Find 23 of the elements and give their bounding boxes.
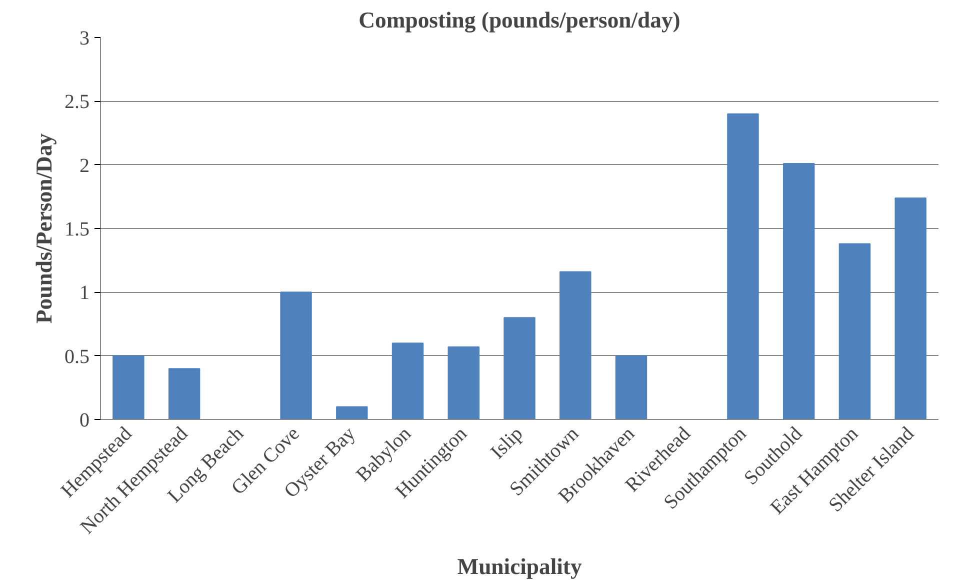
bar [336,406,368,420]
x-axis-title: Municipality [457,554,582,580]
bar [112,355,144,420]
y-tick-label: 1 [80,282,90,304]
y-tick-label: 0.5 [64,346,90,368]
y-tick-label: 2.5 [64,91,90,114]
bar [782,163,815,420]
bar [448,346,480,420]
chart-title: Composting (pounds/person/day) [358,8,680,32]
y-axis-title: Pounds/Person/Day [32,132,56,324]
bar [280,292,312,420]
bar [727,113,759,420]
bar [168,368,200,420]
bar [615,355,648,420]
y-tick-label: 0 [80,410,90,432]
bar [894,197,926,420]
bar [838,243,871,420]
bar [392,342,424,420]
bar [560,271,592,420]
bar [504,317,536,420]
y-tick-label: 2 [80,154,90,177]
y-tick-label: 1.5 [64,218,90,240]
y-tick-label: 3 [80,28,90,50]
